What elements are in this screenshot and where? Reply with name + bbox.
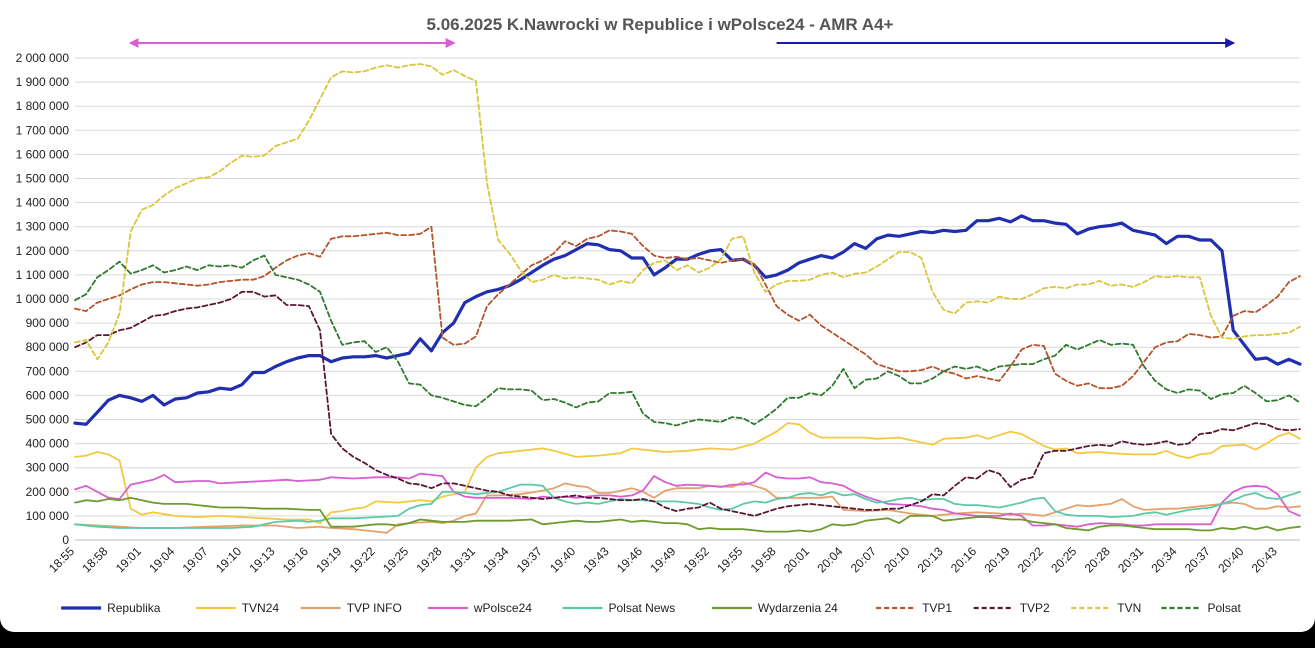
x-tick-label: 20:25 bbox=[1048, 544, 1079, 575]
x-tick-label: 19:40 bbox=[547, 544, 578, 575]
y-tick-label: 100 000 bbox=[26, 509, 70, 523]
y-tick-label: 200 000 bbox=[26, 485, 70, 499]
x-tick-label: 20:04 bbox=[814, 544, 845, 575]
series-line-tvn bbox=[74, 63, 1301, 361]
y-tick-label: 1 900 000 bbox=[16, 75, 70, 89]
x-tick-label: 18:58 bbox=[79, 544, 110, 575]
series-lines bbox=[73, 63, 1302, 534]
x-tick-label: 20:37 bbox=[1182, 544, 1213, 575]
line-chart: 5.06.2025 K.Nawrocki w Republice i wPols… bbox=[16, 15, 1302, 615]
legend-label-polsat: Polsat bbox=[1208, 601, 1242, 615]
x-tick-label: 20:40 bbox=[1215, 544, 1246, 575]
y-tick-label: 900 000 bbox=[26, 316, 70, 330]
chart-frame: 5.06.2025 K.Nawrocki w Republice i wPols… bbox=[0, 0, 1315, 632]
bottom-bar bbox=[0, 632, 1315, 648]
y-tick-label: 1 600 000 bbox=[16, 147, 70, 161]
x-tick-label: 19:46 bbox=[614, 544, 645, 575]
series-line-tvp1 bbox=[74, 225, 1301, 390]
y-tick-label: 2 000 000 bbox=[16, 51, 70, 65]
x-tick-label: 19:28 bbox=[413, 544, 444, 575]
y-tick-label: 500 000 bbox=[26, 413, 70, 427]
series-line-polsat bbox=[74, 254, 1301, 427]
x-tick-label: 19:55 bbox=[714, 544, 745, 575]
x-tick-label: 20:28 bbox=[1082, 544, 1113, 575]
y-tick-label: 800 000 bbox=[26, 340, 70, 354]
chart-title: 5.06.2025 K.Nawrocki w Republice i wPols… bbox=[427, 15, 894, 34]
x-tick-label: 20:10 bbox=[881, 544, 912, 575]
y-axis: 0 100 000 200 000 300 000 400 000 500 000 600 … bbox=[16, 51, 70, 547]
x-tick-label: 19:16 bbox=[280, 544, 311, 575]
x-tick-label: 19:01 bbox=[113, 544, 144, 575]
x-tick-label: 19:34 bbox=[480, 544, 511, 575]
y-tick-label: 1 200 000 bbox=[16, 244, 70, 258]
x-tick-label: 19:04 bbox=[146, 544, 177, 575]
y-tick-label: 1 500 000 bbox=[16, 172, 70, 186]
x-tick-label: 20:43 bbox=[1249, 544, 1280, 575]
y-tick-label: 700 000 bbox=[26, 364, 70, 378]
legend: Republika TVN24 TVP INFO wPolsce24 Polsat Ne… bbox=[61, 601, 1242, 615]
legend-label-tvn24: TVN24 bbox=[242, 601, 280, 615]
x-tick-label: 19:19 bbox=[313, 544, 344, 575]
legend-label-polsat-news: Polsat News bbox=[609, 601, 676, 615]
x-tick-label: 19:43 bbox=[581, 544, 612, 575]
x-tick-label: 20:07 bbox=[848, 544, 879, 575]
legend-label-tvp1: TVP1 bbox=[922, 601, 952, 615]
x-tick-label: 19:37 bbox=[514, 544, 545, 575]
x-tick-label: 19:22 bbox=[347, 544, 378, 575]
y-tick-label: 1 100 000 bbox=[16, 268, 70, 282]
y-tick-label: 400 000 bbox=[26, 437, 70, 451]
x-tick-label: 19:10 bbox=[213, 544, 244, 575]
y-tick-label: 1 300 000 bbox=[16, 220, 70, 234]
x-tick-label: 20:01 bbox=[781, 544, 812, 575]
x-tick-label: 20:31 bbox=[1115, 544, 1146, 575]
gridlines bbox=[75, 57, 1300, 541]
series-line-republika bbox=[73, 214, 1302, 426]
x-tick-label: 19:49 bbox=[647, 544, 678, 575]
y-tick-label: 1 700 000 bbox=[16, 123, 70, 137]
legend-label-wydarzenia-24: Wydarzenia 24 bbox=[758, 601, 838, 615]
x-tick-label: 19:13 bbox=[246, 544, 277, 575]
legend-label-republika: Republika bbox=[107, 601, 161, 615]
legend-label-tvp2: TVP2 bbox=[1020, 601, 1050, 615]
series-line-tvp2 bbox=[74, 290, 1301, 517]
x-tick-label: 20:13 bbox=[915, 544, 946, 575]
y-tick-label: 1 800 000 bbox=[16, 99, 70, 113]
series-line-tvn24 bbox=[74, 422, 1301, 524]
y-tick-label: 300 000 bbox=[26, 461, 70, 475]
x-tick-label: 20:22 bbox=[1015, 544, 1046, 575]
x-tick-label: 20:16 bbox=[948, 544, 979, 575]
series-line-tvp-info bbox=[74, 481, 1301, 534]
y-tick-label: 0 bbox=[62, 533, 69, 547]
x-axis: 18:55 18:58 19:01 19:04 19:07 19:10 19:13 19:16… bbox=[46, 544, 1280, 575]
x-tick-label: 19:31 bbox=[447, 544, 478, 575]
x-tick-label: 19:58 bbox=[748, 544, 779, 575]
x-tick-label: 19:07 bbox=[180, 544, 211, 575]
legend-label-tvp-info: TVP INFO bbox=[347, 601, 402, 615]
legend-label-wpolsce24: wPolsce24 bbox=[473, 601, 532, 615]
y-tick-label: 1 000 000 bbox=[16, 292, 70, 306]
series-line-polsat-news bbox=[74, 483, 1301, 529]
legend-label-tvn: TVN bbox=[1117, 601, 1141, 615]
x-tick-label: 20:19 bbox=[981, 544, 1012, 575]
x-tick-label: 20:34 bbox=[1148, 544, 1179, 575]
y-tick-label: 600 000 bbox=[26, 388, 70, 402]
x-tick-label: 18:55 bbox=[46, 544, 77, 575]
x-tick-label: 19:52 bbox=[681, 544, 712, 575]
series-line-wpolsce24 bbox=[74, 471, 1301, 528]
x-tick-label: 19:25 bbox=[380, 544, 411, 575]
series-line-wydarzenia-24 bbox=[74, 496, 1301, 533]
y-tick-label: 1 400 000 bbox=[16, 196, 70, 210]
